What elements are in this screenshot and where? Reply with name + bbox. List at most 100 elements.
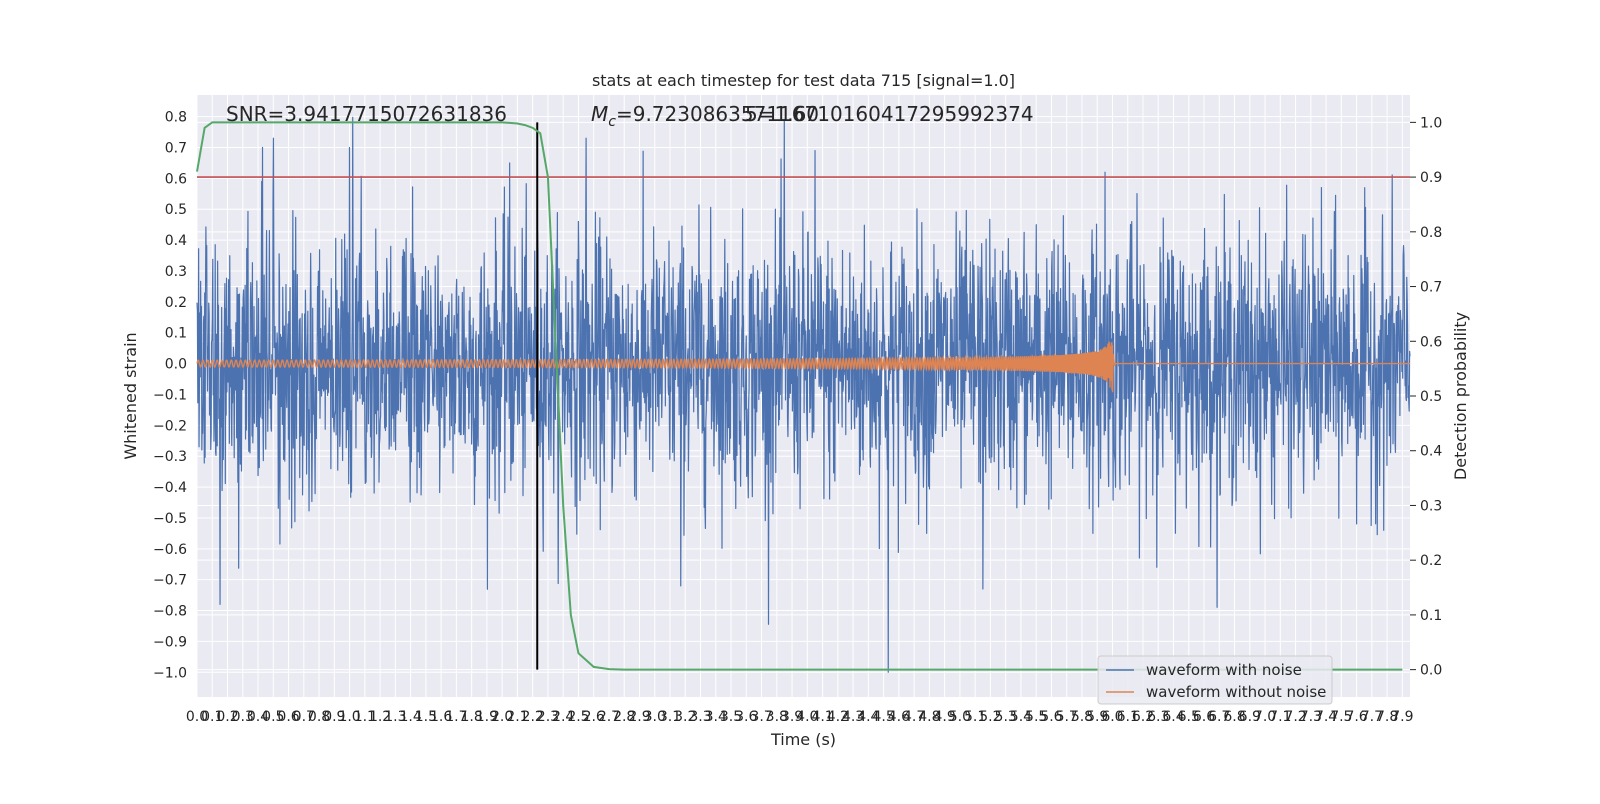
x-tick-label: 6.9: [1239, 709, 1261, 725]
legend-box: [1097, 655, 1333, 705]
x-tick-label: 2.6: [583, 709, 605, 725]
x-tick-label: 5.2: [979, 709, 1001, 725]
x-tick-label: 6.1: [1117, 709, 1139, 725]
legend: waveform with noise waveform without noi…: [1097, 655, 1333, 705]
x-tick-label: 2.2: [522, 709, 544, 725]
x-tick-label: 3.1: [659, 709, 681, 725]
x-tick-label: 0.7: [293, 709, 315, 725]
x-tick-label: 4.8: [918, 709, 940, 725]
x-tick-label: 1.3: [384, 709, 406, 725]
y-tick-label-left: −0.5: [153, 511, 187, 527]
x-tick-label: 5.3: [995, 709, 1017, 725]
x-tick-label: 7.3: [1300, 709, 1322, 725]
x-tick-label: 4.3: [842, 709, 864, 725]
y-tick-label-left: 0.4: [165, 233, 187, 249]
x-tick-label: 0.8: [308, 709, 330, 725]
x-tick-label: 1.8: [461, 709, 483, 725]
y-tick-label-left: 0.0: [165, 357, 187, 373]
y-tick-label-left: −0.2: [153, 418, 187, 434]
y-tick-label-right: 0.3: [1420, 498, 1442, 514]
x-tick-label: 7.0: [1254, 709, 1276, 725]
x-tick-label: 5.5: [1025, 709, 1047, 725]
mc-subscript: c: [608, 114, 616, 130]
y-tick-label-left: 0.1: [165, 326, 187, 342]
mc-annotation: Mc=9.723086357116710160417295992374: [591, 102, 1034, 130]
mc-overlap-text: 5=1.60: [745, 102, 819, 126]
y-tick-label-right: 0.2: [1420, 553, 1442, 569]
x-tick-label: 7.6: [1345, 709, 1367, 725]
x-tick-label: 0.3: [232, 709, 254, 725]
x-tick-label: 6.2: [1132, 709, 1154, 725]
x-tick-label: 6.6: [1193, 709, 1215, 725]
y-tick-label-left: −0.9: [153, 634, 187, 650]
y-tick-label-right: 0.6: [1420, 334, 1442, 350]
x-tick-label: 7.9: [1391, 709, 1413, 725]
y-tick-label-right: 0.5: [1420, 389, 1442, 405]
y-tick-label-left: 0.5: [165, 202, 187, 218]
x-tick-label: 2.3: [537, 709, 559, 725]
y-axis-label-left: Whitened strain: [121, 332, 140, 459]
chart-title: stats at each timestep for test data 715…: [592, 71, 1015, 90]
x-tick-label: 5.9: [1086, 709, 1108, 725]
x-tick-label: 2.1: [506, 709, 528, 725]
x-tick-label: 7.7: [1361, 709, 1383, 725]
y-tick-label-left: −0.4: [153, 480, 187, 496]
x-tick-label: 1.2: [369, 709, 391, 725]
y-tick-label-left: 0.7: [165, 140, 187, 156]
legend-label-noise: waveform with noise: [1146, 661, 1302, 679]
x-tick-label: 0.5: [262, 709, 284, 725]
y-tick-label-left: −0.6: [153, 542, 187, 558]
x-tick-label: 3.3: [689, 709, 711, 725]
x-tick-label: 1.4: [399, 709, 421, 725]
x-tick-label: 5.4: [1010, 709, 1032, 725]
x-tick-label: 3.2: [674, 709, 696, 725]
x-tick-label: 5.7: [1056, 709, 1078, 725]
y-tick-label-left: −1.0: [153, 665, 187, 681]
x-tick-label: 2.9: [628, 709, 650, 725]
y-axis-label-right: Detection probability: [1451, 312, 1470, 480]
series-waveform-without-noise: [196, 341, 1410, 393]
x-axis-label: Time (s): [770, 730, 836, 749]
x-tick-label: 6.4: [1162, 709, 1184, 725]
x-tick-label: 6.0: [1101, 709, 1123, 725]
x-tick-label: 4.4: [857, 709, 879, 725]
detection-probability-line: [196, 121, 1403, 671]
y-tick-label-right: 1.0: [1420, 115, 1442, 131]
overlay-lines: [196, 121, 1410, 671]
mc-value: =9.723086357116710160417295992374: [616, 102, 1034, 126]
x-tick-label: 7.1: [1269, 709, 1291, 725]
x-tick-label: 1.1: [354, 709, 376, 725]
y-tick-label-left: −0.1: [153, 387, 187, 403]
y-tick-label-left: 0.3: [165, 264, 187, 280]
x-tick-label: 4.5: [872, 709, 894, 725]
y-tick-label-left: 0.6: [165, 171, 187, 187]
x-tick-label: 5.1: [964, 709, 986, 725]
x-tick-label: 5.0: [949, 709, 971, 725]
x-tick-label: 3.9: [781, 709, 803, 725]
x-tick-label: 7.5: [1330, 709, 1352, 725]
y-tick-label-left: 0.8: [165, 110, 187, 126]
x-tick-label: 2.7: [598, 709, 620, 725]
y-tick-label-right: 0.1: [1420, 608, 1442, 624]
x-tick-label: 7.8: [1376, 709, 1398, 725]
y-tick-label-right: 0.9: [1420, 170, 1442, 186]
x-tick-label: 4.2: [827, 709, 849, 725]
x-tick-label: 1.6: [430, 709, 452, 725]
mc-symbol: M: [591, 102, 608, 126]
y-tick-label-right: 0.7: [1420, 280, 1442, 296]
x-tick-label: 3.4: [705, 709, 727, 725]
x-tick-label: 6.7: [1208, 709, 1230, 725]
y-tick-label-right: 0.8: [1420, 225, 1442, 241]
x-tick-label: 1.7: [445, 709, 467, 725]
x-tick-label: 0.1: [201, 709, 223, 725]
x-tick-label: 5.8: [1071, 709, 1093, 725]
x-tick-label: 3.6: [735, 709, 757, 725]
x-tick-label: 0.0: [186, 709, 208, 725]
y-tick-label-right: 0.0: [1420, 663, 1442, 679]
x-tick-label: 3.7: [750, 709, 772, 725]
y-tick-label-right: 0.4: [1420, 444, 1442, 460]
noise-waveform-line: [196, 116, 1411, 673]
x-tick-label: 6.8: [1223, 709, 1245, 725]
